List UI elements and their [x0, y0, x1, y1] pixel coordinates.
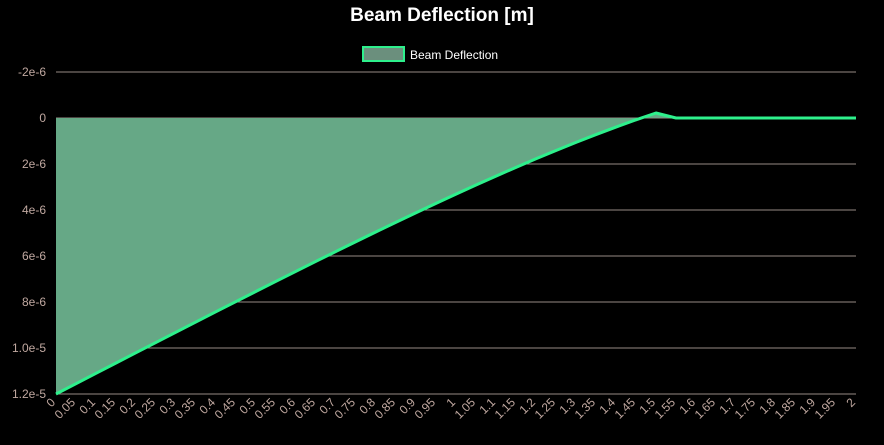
- deflection-area: [56, 112, 856, 395]
- y-tick-label: -2e-6: [18, 65, 46, 79]
- x-tick-label: 0.05: [52, 395, 79, 422]
- x-tick-label: 1.95: [812, 395, 839, 422]
- x-axis-ticks: 00.050.10.150.20.250.30.350.40.450.50.55…: [43, 395, 858, 422]
- x-tick-label: 0.45: [212, 395, 239, 422]
- x-tick-label: 0.25: [132, 395, 159, 422]
- x-tick-label: 0.85: [372, 395, 399, 422]
- x-tick-label: 0.95: [412, 395, 439, 422]
- x-tick-label: 0.55: [252, 395, 279, 422]
- legend-swatch[interactable]: [362, 46, 405, 62]
- x-tick-label: 1.35: [572, 395, 599, 422]
- y-tick-label: 1.2e-5: [12, 387, 46, 401]
- x-tick-label: 1.85: [772, 395, 799, 422]
- y-tick-label: 8e-6: [22, 295, 46, 309]
- x-tick-label: 1.15: [492, 395, 519, 422]
- x-tick-label: 1.55: [652, 395, 679, 422]
- x-tick-label: 0.35: [172, 395, 199, 422]
- chart-title: Beam Deflection [m]: [350, 5, 534, 26]
- x-tick-label: 1.05: [452, 395, 479, 422]
- y-tick-label: 6e-6: [22, 249, 46, 263]
- legend-label[interactable]: Beam Deflection: [410, 48, 498, 62]
- x-tick-label: 2: [843, 395, 858, 410]
- deflection-line: [55, 111, 856, 396]
- y-tick-label: 1.0e-5: [12, 341, 46, 355]
- x-tick-label: 0.15: [92, 395, 119, 422]
- x-tick-label: 0.65: [292, 395, 319, 422]
- y-axis-ticks: -2e-6 0 2e-6 4e-6 6e-6 8e-6 1.0e-5 1.2e-5: [12, 65, 46, 401]
- y-tick-label: 2e-6: [22, 157, 46, 171]
- y-tick-label: 0: [39, 111, 46, 125]
- x-tick-label: 1.65: [692, 395, 719, 422]
- x-tick-label: 0.75: [332, 395, 359, 422]
- x-tick-label: 1.25: [532, 395, 559, 422]
- x-tick-label: 1.45: [612, 395, 639, 422]
- legend[interactable]: Beam Deflection: [362, 46, 498, 62]
- plot-area: [55, 111, 856, 396]
- y-tick-label: 4e-6: [22, 203, 46, 217]
- x-tick-label: 1.75: [732, 395, 759, 422]
